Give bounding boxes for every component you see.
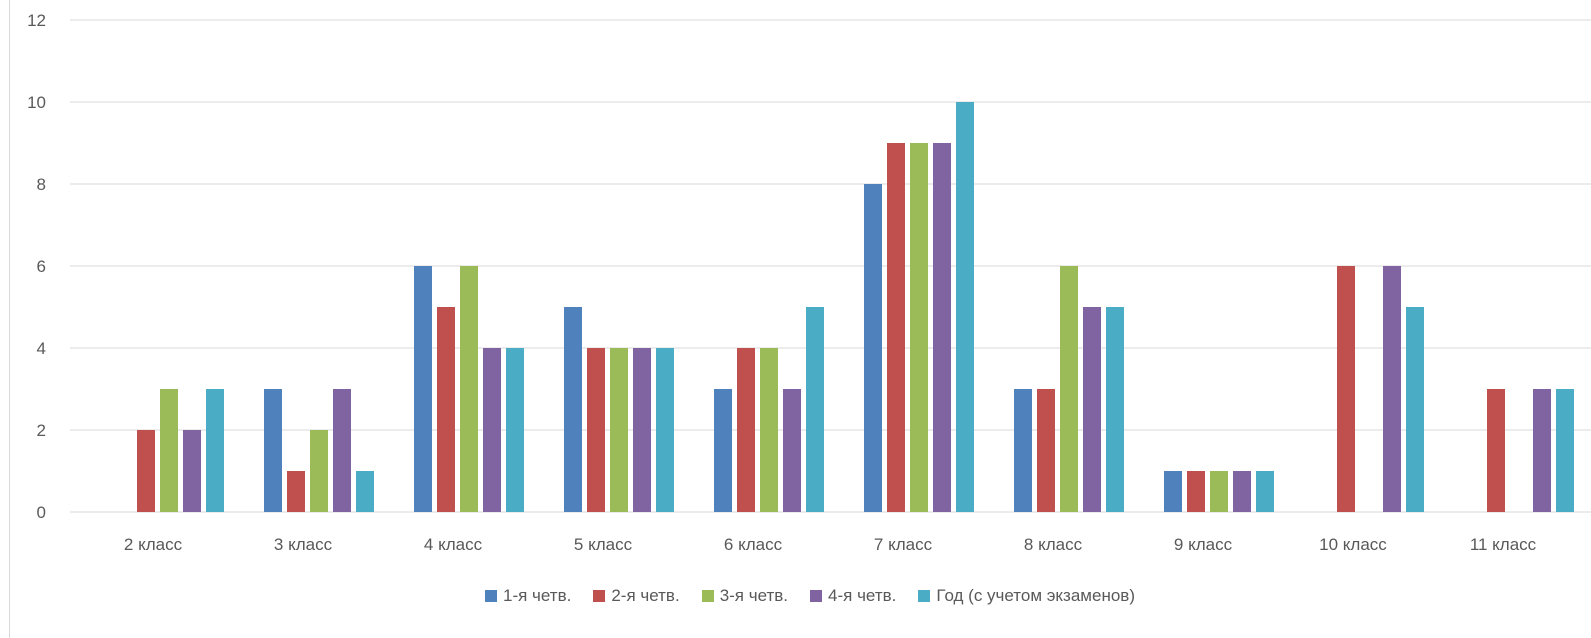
y-tick-label: 0 (37, 503, 46, 522)
bar (760, 348, 778, 512)
bar (264, 389, 282, 512)
bar (183, 430, 201, 512)
y-tick-label: 10 (27, 93, 46, 112)
bar (160, 389, 178, 512)
bar (1083, 307, 1101, 512)
y-tick-label: 2 (37, 421, 46, 440)
bar (633, 348, 651, 512)
bar (414, 266, 432, 512)
bar (287, 471, 305, 512)
x-tick-label: 8 класс (1024, 535, 1083, 554)
bar (483, 348, 501, 512)
bar (564, 307, 582, 512)
legend-swatch (593, 590, 606, 602)
legend-label: 2-я четв. (611, 586, 680, 605)
bar (206, 389, 224, 512)
bar (1037, 389, 1055, 512)
legend-label: 4-я четв. (828, 586, 897, 605)
legend-swatch (485, 590, 497, 602)
legend-swatch (810, 590, 823, 602)
bar (1556, 389, 1574, 512)
y-tick-label: 6 (37, 257, 46, 276)
bar (587, 348, 605, 512)
legend-label: 3-я четв. (719, 586, 789, 605)
x-tick-label: 10 класс (1319, 535, 1387, 554)
bar (910, 143, 928, 512)
y-tick-label: 8 (37, 175, 46, 194)
x-tick-label: 6 класс (724, 535, 783, 554)
legend-item: 4-я четв. (810, 586, 896, 606)
bar (783, 389, 801, 512)
bar (714, 389, 732, 512)
x-tick-label: 3 класс (274, 535, 333, 554)
x-tick-label: 9 класс (1174, 535, 1233, 554)
legend-swatch (701, 590, 714, 602)
bar (437, 307, 455, 512)
legend-item: 1-я четв. (485, 586, 571, 606)
bar (1187, 471, 1205, 512)
bar (137, 430, 155, 512)
bar (506, 348, 524, 512)
bar (887, 143, 905, 512)
bar (806, 307, 824, 512)
bar (1383, 266, 1401, 512)
legend-item: Год (с учетом экзаменов) (918, 586, 1135, 606)
bar (737, 348, 755, 512)
bar (1487, 389, 1505, 512)
legend-swatch (918, 590, 931, 602)
y-tick-label: 12 (27, 11, 46, 30)
bar (356, 471, 374, 512)
bar (656, 348, 674, 512)
x-tick-label: 5 класс (574, 535, 633, 554)
bar (1256, 471, 1274, 512)
x-tick-label: 4 класс (424, 535, 483, 554)
bar (1533, 389, 1551, 512)
x-tick-label: 11 класс (1470, 535, 1537, 554)
bar (933, 143, 951, 512)
chart-frame-left-border (9, 0, 10, 638)
legend-label: 1-я четв. (503, 586, 572, 605)
bar (460, 266, 478, 512)
x-tick-label: 7 класс (874, 535, 933, 554)
x-tick-label: 2 класс (124, 535, 183, 554)
bar (1337, 266, 1355, 512)
bar (1014, 389, 1032, 512)
bar (1164, 471, 1182, 512)
bar (1106, 307, 1124, 512)
bar (610, 348, 628, 512)
legend-item: 3-я четв. (701, 586, 789, 606)
bar (956, 102, 974, 512)
chart-legend: 1-я четв. 2-я четв. 3-я четв. 4-я четв. Год … (0, 583, 1591, 609)
bar (1060, 266, 1078, 512)
y-tick-label: 4 (37, 339, 46, 358)
bar (1406, 307, 1424, 512)
legend-item: 2-я четв. (593, 586, 680, 606)
bar (333, 389, 351, 512)
bar (864, 184, 882, 512)
bar (1210, 471, 1228, 512)
bar (310, 430, 328, 512)
bar (1233, 471, 1251, 512)
legend-label: Год (с учетом экзаменов) (936, 586, 1135, 605)
